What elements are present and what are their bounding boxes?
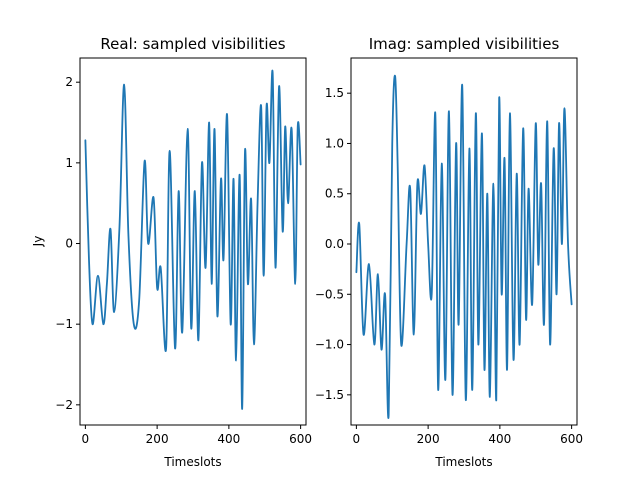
chart-imag-x-tick-label: 0 — [353, 432, 361, 446]
chart-real-y-tick-label: 1 — [65, 156, 73, 170]
chart-real-x-tick-label: 0 — [82, 432, 90, 446]
chart-real-plot: 0 200 400 600 −2 −1 0 1 2 — [55, 69, 312, 446]
chart-real-x-axis-label: Timeslots — [163, 455, 221, 469]
chart-imag-frame — [350, 57, 578, 426]
chart-real-frame — [79, 57, 307, 426]
chart-imag-y-tick-label: −1.0 — [315, 338, 344, 352]
chart-imag-y-tick-label: 0.0 — [325, 237, 344, 251]
chart-imag-y-tick-label: 0.5 — [325, 187, 344, 201]
chart-real-y-tick-label: 0 — [65, 237, 73, 251]
chart-real-x-tick-label: 200 — [146, 432, 169, 446]
chart-imag-plot: 0 200 400 600 −1.5 −1.0 −0.5 0.0 0.5 1.0 1.5 — [315, 74, 583, 446]
chart-real-y-tick-label: −2 — [55, 398, 73, 412]
chart-real-y-axis-label: Jy — [31, 236, 45, 248]
chart-imag-x-tick-label: 600 — [560, 432, 583, 446]
chart-imag-y-tick-label: −1.5 — [315, 388, 344, 402]
chart-real: Real: sampled visibilities 0 200 400 600 −2 −… — [31, 35, 312, 469]
chart-real-y-tick-label: −1 — [55, 317, 73, 331]
chart-imag-y-tick-label: 1.0 — [325, 136, 344, 150]
chart-imag-title: Imag: sampled visibilities — [369, 35, 560, 53]
chart-real-x-tick-label: 400 — [217, 432, 240, 446]
chart-imag-x-axis-label: Timeslots — [434, 455, 492, 469]
chart-imag-y-tick-label: −0.5 — [315, 287, 344, 301]
chart-real-title: Real: sampled visibilities — [100, 35, 285, 53]
chart-real-x-tick-label: 600 — [289, 432, 312, 446]
chart-real-y-tick-label: 2 — [65, 75, 73, 89]
chart-imag-series-line — [355, 74, 573, 419]
chart-imag-y-tick-label: 1.5 — [325, 86, 344, 100]
chart-real-series-line — [84, 69, 302, 410]
chart-imag-x-tick-label: 400 — [488, 432, 511, 446]
chart-imag: Imag: sampled visibilities 0 200 400 600 −1.… — [315, 35, 583, 469]
chart-imag-x-tick-label: 200 — [417, 432, 440, 446]
